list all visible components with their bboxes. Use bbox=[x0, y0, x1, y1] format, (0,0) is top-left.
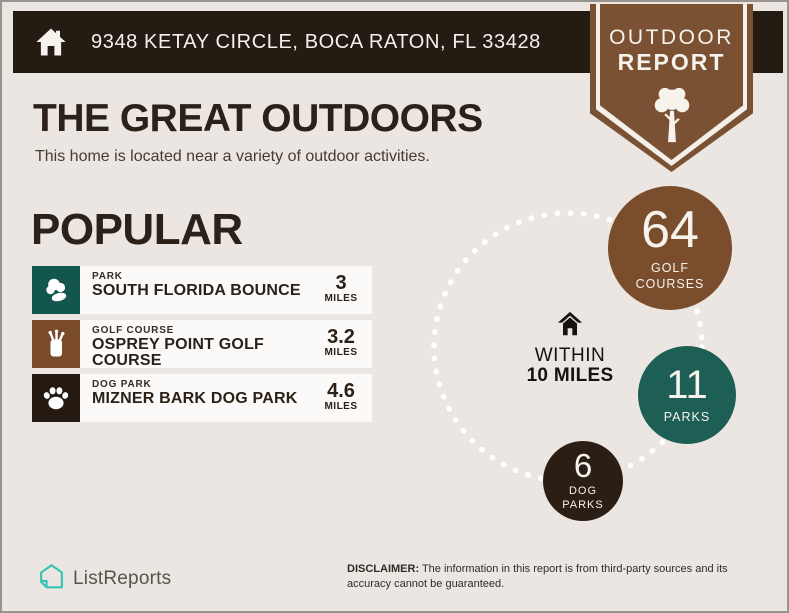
stat-golf-courses: 64 GOLF COURSES bbox=[608, 186, 732, 310]
brand-name: ListReports bbox=[73, 568, 172, 589]
stat-label: GOLF COURSES bbox=[635, 260, 705, 291]
distance-unit: MILES bbox=[324, 347, 358, 358]
disclaimer: DISCLAIMER: The information in this repo… bbox=[347, 562, 765, 592]
item-distance: 3.2 MILES bbox=[310, 320, 372, 368]
item-category: DOG PARK bbox=[92, 379, 152, 390]
popular-heading: POPULAR bbox=[31, 205, 243, 254]
disclaimer-label: DISCLAIMER: bbox=[347, 563, 420, 575]
outdoor-report-badge: OUTDOOR REPORT bbox=[590, 4, 753, 172]
distance-value: 3 bbox=[335, 272, 347, 294]
distance-unit: MILES bbox=[324, 293, 358, 304]
list-item-golf-course: GOLF COURSE OSPREY POINT GOLF COURSE 3.2… bbox=[32, 320, 372, 368]
radius-label: WITHIN 10 MILES bbox=[510, 310, 630, 386]
stat-dog-parks: 6 DOG PARKS bbox=[543, 441, 623, 521]
listreports-logo-icon bbox=[38, 562, 65, 596]
stat-label: PARKS bbox=[663, 409, 711, 424]
item-category: PARK bbox=[92, 271, 123, 282]
stat-value: 11 bbox=[666, 362, 708, 407]
distance-value: 3.2 bbox=[327, 326, 355, 348]
paw-icon bbox=[32, 374, 80, 422]
home-icon bbox=[33, 23, 69, 61]
item-distance: 4.6 MILES bbox=[310, 374, 372, 422]
page-subtitle: This home is located near a variety of o… bbox=[35, 148, 430, 165]
golf-bag-icon bbox=[32, 320, 80, 368]
stat-parks: 11 PARKS bbox=[638, 346, 736, 444]
home-icon bbox=[555, 310, 585, 338]
popular-list: PARK SOUTH FLORIDA BOUNCE 3 MILES bbox=[32, 266, 372, 428]
item-category: GOLF COURSE bbox=[92, 325, 175, 336]
item-name: SOUTH FLORIDA BOUNCE bbox=[92, 282, 301, 299]
item-name: MIZNER BARK DOG PARK bbox=[92, 390, 298, 407]
stat-value: 64 bbox=[641, 200, 699, 259]
distance-value: 4.6 bbox=[327, 380, 355, 402]
listreports-brand: ListReports bbox=[38, 562, 171, 596]
badge-title-line2: REPORT bbox=[617, 49, 726, 76]
item-name: OSPREY POINT GOLF COURSE bbox=[92, 336, 265, 369]
list-item-dog-park: DOG PARK MIZNER BARK DOG PARK 4.6 MILES bbox=[32, 374, 372, 422]
park-trees-icon bbox=[32, 266, 80, 314]
distance-unit: MILES bbox=[324, 401, 358, 412]
radius-label-line1: WITHIN bbox=[534, 345, 606, 366]
property-address: 9348 KETAY CIRCLE, BOCA RATON, FL 33428 bbox=[91, 30, 541, 53]
tree-icon bbox=[645, 84, 699, 150]
item-distance: 3 MILES bbox=[310, 266, 372, 314]
radius-label-line2: 10 MILES bbox=[526, 364, 614, 386]
stat-label: DOG PARKS bbox=[562, 485, 604, 511]
list-item-park: PARK SOUTH FLORIDA BOUNCE 3 MILES bbox=[32, 266, 372, 314]
page-title: THE GREAT OUTDOORS bbox=[33, 97, 483, 140]
disclaimer-text: The information in this report is from t… bbox=[347, 563, 728, 590]
badge-title-line1: OUTDOOR bbox=[609, 26, 734, 49]
stat-value: 6 bbox=[573, 447, 593, 485]
